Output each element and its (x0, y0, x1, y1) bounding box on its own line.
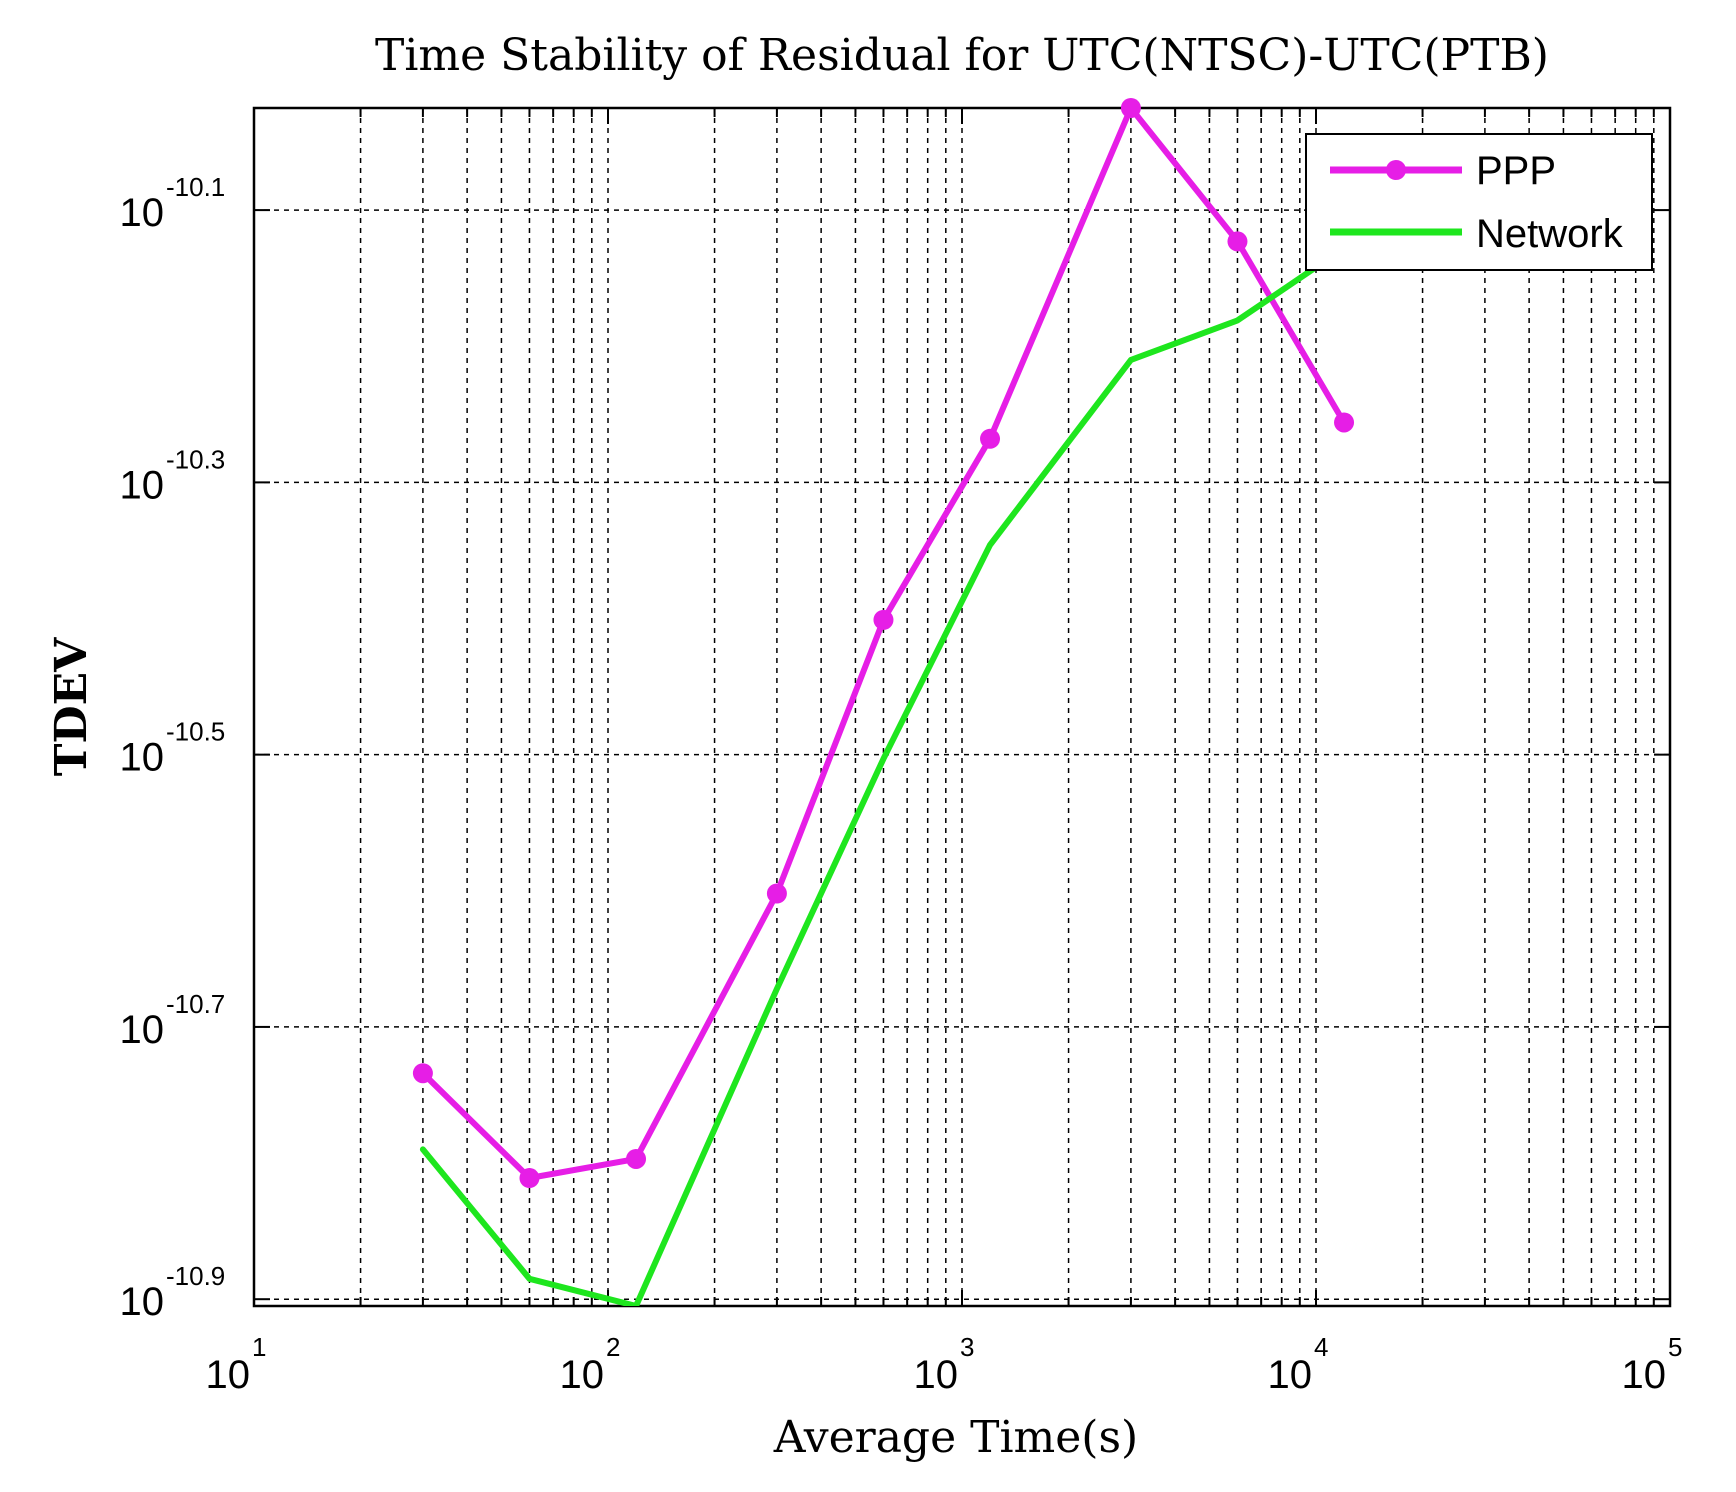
y-tick-label-exponent: -10.1 (166, 172, 225, 202)
legend-marker-ppp (1386, 160, 1406, 180)
x-tick-label-exponent: 1 (252, 1332, 266, 1362)
data-point-ppp (1120, 98, 1141, 118)
y-tick-label: 10-10.1 (120, 172, 226, 235)
y-axis-label: TDEV (46, 637, 97, 776)
y-tick-label-exponent: -10.3 (166, 444, 225, 474)
legend-box (1305, 133, 1653, 271)
y-tick-label-base: 10 (120, 463, 165, 507)
y-tick-label: 10-10.9 (120, 1261, 226, 1324)
x-axis-label: Average Time(s) (773, 1412, 1138, 1463)
legend-label-network: Network (1476, 212, 1624, 256)
grid (254, 108, 1670, 1306)
x-tick-label-exponent: 4 (1314, 1332, 1328, 1362)
x-tick-label-exponent: 3 (960, 1332, 974, 1362)
axis-ticks (253, 108, 1670, 1306)
y-tick-label-exponent: -10.7 (166, 989, 225, 1019)
y-tick-labels: 10-10.110-10.310-10.510-10.710-10.9 (120, 172, 226, 1324)
series-line-network (419, 245, 1347, 1306)
y-tick-label-base: 10 (120, 1008, 165, 1052)
x-tick-label: 101 (206, 1332, 267, 1397)
y-tick-label-exponent: -10.9 (166, 1261, 225, 1291)
x-tick-label-exponent: 5 (1668, 1332, 1682, 1362)
series-markers (412, 98, 1355, 1189)
x-tick-label-base: 10 (206, 1353, 251, 1397)
series-group (419, 108, 1347, 1306)
y-tick-label: 10-10.7 (120, 989, 226, 1052)
x-tick-label-base: 10 (914, 1353, 959, 1397)
y-tick-label: 10-10.5 (120, 717, 226, 780)
data-point-ppp (766, 883, 787, 904)
y-tick-label: 10-10.3 (120, 444, 226, 507)
y-tick-label-base: 10 (120, 736, 165, 780)
data-point-ppp (519, 1168, 540, 1189)
x-tick-label-base: 10 (1268, 1353, 1313, 1397)
x-tick-label: 104 (1268, 1332, 1329, 1397)
plot-frame (252, 106, 1672, 1308)
legend: PPP Network (1305, 133, 1653, 271)
data-point-ppp (412, 1063, 433, 1084)
data-point-ppp (1227, 231, 1248, 252)
chart-title: Time Stability of Residual for UTC(NTSC)… (375, 30, 1549, 81)
y-tick-label-base: 10 (120, 1280, 165, 1324)
x-tick-label-exponent: 2 (606, 1332, 620, 1362)
data-point-ppp (980, 428, 1001, 449)
data-point-ppp (1334, 412, 1355, 433)
x-tick-label-base: 10 (560, 1353, 605, 1397)
data-point-ppp (873, 609, 894, 630)
x-tick-label-base: 10 (1622, 1353, 1667, 1397)
y-tick-label-base: 10 (120, 191, 165, 235)
x-tick-label: 102 (560, 1332, 621, 1397)
x-tick-label: 103 (914, 1332, 975, 1397)
x-tick-label: 105 (1622, 1332, 1683, 1397)
legend-label-ppp: PPP (1476, 149, 1556, 193)
data-point-ppp (626, 1148, 647, 1169)
y-tick-label-exponent: -10.5 (166, 717, 225, 747)
